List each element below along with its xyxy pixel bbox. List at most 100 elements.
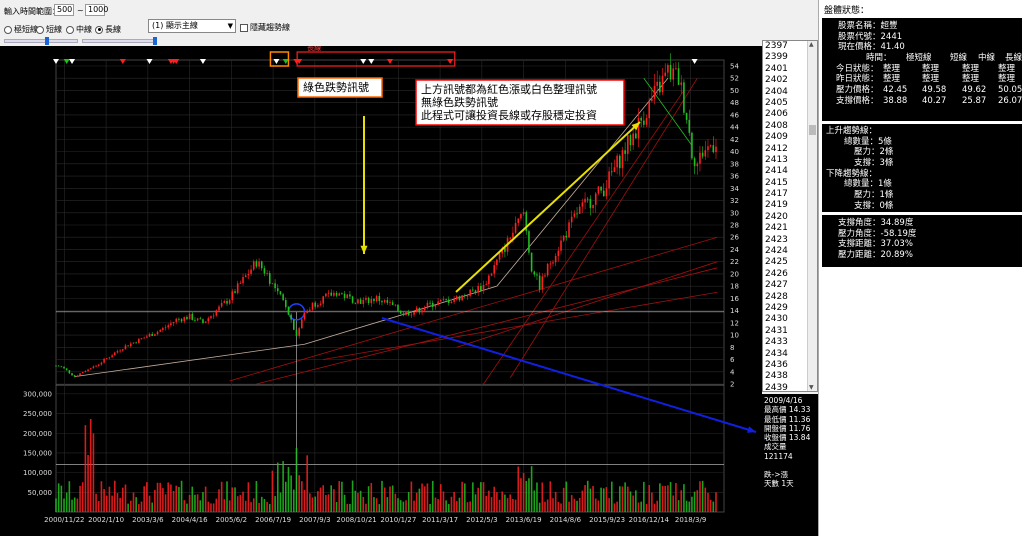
slider-thumb[interactable] xyxy=(153,37,157,45)
volume-bar xyxy=(469,501,471,512)
candle-body xyxy=(100,362,103,365)
range-from-input[interactable]: 500 xyxy=(54,4,74,16)
candle-body xyxy=(691,132,693,159)
slider-thumb[interactable] xyxy=(45,37,49,45)
range-slider-end[interactable] xyxy=(82,37,157,45)
trend-line xyxy=(256,267,718,385)
volume-bar xyxy=(231,487,234,512)
stock-list-item[interactable]: 2436 xyxy=(765,359,788,370)
volume-bar xyxy=(127,503,129,512)
candle-body xyxy=(696,163,699,167)
stock-list-item[interactable]: 2424 xyxy=(765,246,788,257)
stock-list-item[interactable]: 2397 xyxy=(765,41,788,51)
candle-body xyxy=(608,171,610,189)
candle-body xyxy=(55,365,57,367)
stock-list-item[interactable]: 2417 xyxy=(765,189,788,200)
candle-body xyxy=(378,296,381,302)
stock-list-item[interactable]: 2405 xyxy=(765,97,788,108)
signal-markers: 長線 xyxy=(53,46,698,67)
volume-bar xyxy=(298,475,300,512)
stock-list-item[interactable]: 2421 xyxy=(765,223,788,234)
signal-triangle xyxy=(691,59,698,64)
volume-bar xyxy=(92,433,95,512)
stock-list-item[interactable]: 2399 xyxy=(765,52,788,63)
volume-bar xyxy=(480,482,482,512)
radio-ultra-short[interactable]: 極短線 xyxy=(4,24,38,35)
candle-body xyxy=(413,311,415,315)
volume-bar xyxy=(490,497,493,512)
stock-list-item[interactable]: 2412 xyxy=(765,143,788,154)
stock-list-item[interactable]: 2433 xyxy=(765,337,788,348)
candle-body xyxy=(589,198,592,209)
stock-list-item[interactable]: 2413 xyxy=(765,154,788,165)
signal-triangle xyxy=(282,59,289,64)
range-slider-start[interactable] xyxy=(4,37,78,45)
stock-list-item[interactable]: 2414 xyxy=(765,166,788,177)
volume-bar xyxy=(301,481,303,512)
volume-bar xyxy=(413,500,415,512)
stock-list[interactable]: 2397 2399 2401 2402 2404 2405 2406 2408 2409 2412… xyxy=(762,40,818,392)
line-select[interactable]: (1) 顯示主線 ▼ xyxy=(148,19,236,33)
candle-body xyxy=(637,117,640,139)
stock-list-item[interactable]: 2427 xyxy=(765,280,788,291)
pressure-cell: 42.45 xyxy=(883,85,908,96)
scroll-thumb[interactable] xyxy=(809,125,816,135)
range-to-input[interactable]: 1000 xyxy=(85,4,108,16)
volume-bar xyxy=(560,503,562,512)
stock-list-item[interactable]: 2423 xyxy=(765,234,788,245)
list-scrollbar[interactable]: ▲ ▼ xyxy=(807,41,817,391)
stock-list-item[interactable]: 2409 xyxy=(765,132,788,143)
candle-body xyxy=(667,64,669,73)
stock-list-item[interactable]: 2408 xyxy=(765,120,788,131)
candle-body xyxy=(597,186,600,194)
candle-body xyxy=(89,368,92,370)
stock-list-item[interactable]: 2415 xyxy=(765,177,788,188)
stock-list-item[interactable]: 2419 xyxy=(765,200,788,211)
stock-list-item[interactable]: 2434 xyxy=(765,348,788,359)
candle-body xyxy=(111,355,113,358)
stock-list-item[interactable]: 2438 xyxy=(765,371,788,382)
stock-list-item[interactable]: 2429 xyxy=(765,302,788,313)
volume-bar xyxy=(541,482,544,512)
volume-bar xyxy=(178,487,180,512)
chevron-down-icon: ▼ xyxy=(227,22,233,30)
candle-body xyxy=(130,343,132,347)
candle-body xyxy=(84,371,87,373)
date-tick-label: 2013/6/19 xyxy=(506,516,542,524)
stock-list-item[interactable]: 2401 xyxy=(765,63,788,74)
volume-bar xyxy=(429,504,431,512)
scroll-up-icon[interactable]: ▲ xyxy=(809,41,814,48)
radio-mid[interactable]: 中線 xyxy=(66,24,92,35)
stock-list-item[interactable]: 2425 xyxy=(765,257,788,268)
volume-bar xyxy=(172,491,175,512)
volume-bar xyxy=(282,461,284,512)
stock-chart[interactable]: 2468101214161820222426283032343638404244… xyxy=(0,46,762,536)
candle-body xyxy=(65,368,68,371)
stock-list-item[interactable]: 2426 xyxy=(765,268,788,279)
down-support: 支撐：0條 xyxy=(854,200,894,211)
date-tick-label: 2010/1/27 xyxy=(380,516,416,524)
volume-bar xyxy=(154,489,156,512)
stock-list-item[interactable]: 2439 xyxy=(765,382,788,392)
price-tick-label: 48 xyxy=(730,99,739,107)
stock-list-item[interactable]: 2404 xyxy=(765,86,788,97)
hide-trend-checkbox[interactable]: 隱藏趨勢線 xyxy=(240,22,290,33)
stock-list-item[interactable]: 2402 xyxy=(765,75,788,86)
stock-list-item[interactable]: 2406 xyxy=(765,109,788,120)
col-ultra-short: 極短線 xyxy=(906,53,932,64)
candle-body xyxy=(520,214,522,219)
volume-bar xyxy=(520,478,522,512)
support-cell: 26.07 xyxy=(998,95,1023,106)
candle-body xyxy=(514,222,517,233)
stock-list-item[interactable]: 2428 xyxy=(765,291,788,302)
stock-list-item[interactable]: 2430 xyxy=(765,314,788,325)
stock-list-item[interactable]: 2431 xyxy=(765,325,788,336)
volume-bar xyxy=(442,491,445,512)
scroll-down-icon[interactable]: ▼ xyxy=(809,384,814,391)
arrow-head xyxy=(631,122,640,131)
radio-short[interactable]: 短線 xyxy=(36,24,62,35)
range-separator: ~ xyxy=(77,6,84,15)
stock-list-item[interactable]: 2420 xyxy=(765,211,788,222)
radio-long[interactable]: 長線 xyxy=(95,24,121,35)
candle-body xyxy=(439,299,442,302)
